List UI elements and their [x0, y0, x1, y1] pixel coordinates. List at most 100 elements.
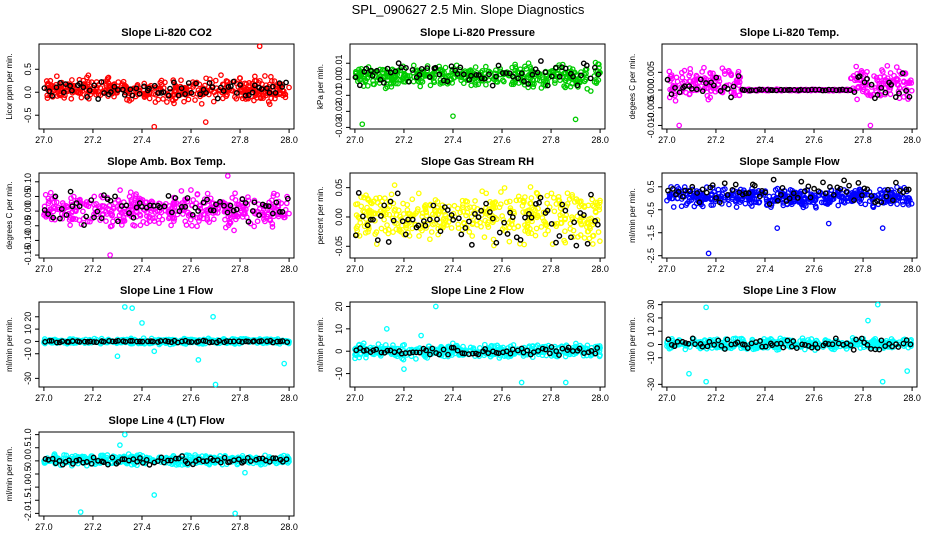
x-tick-label: 27.0	[346, 135, 364, 145]
data-point	[734, 196, 741, 203]
data-point	[227, 202, 234, 209]
data-point	[381, 202, 388, 209]
data-point	[665, 187, 671, 194]
x-tick-label: 27.2	[84, 135, 102, 145]
data-point	[230, 338, 237, 345]
data-point	[45, 211, 52, 217]
data-point	[544, 200, 551, 207]
data-point	[57, 215, 63, 222]
data-point	[256, 77, 263, 84]
data-point	[827, 184, 833, 190]
data-point	[527, 200, 533, 207]
data-point	[570, 227, 577, 234]
data-point	[367, 216, 374, 223]
data-point	[212, 381, 219, 388]
data-point	[48, 82, 55, 89]
data-point	[756, 193, 763, 200]
data-point	[859, 192, 865, 199]
data-point	[468, 72, 474, 79]
panel-title: Slope Line 4 (LT) Flow	[109, 415, 225, 427]
data-point	[525, 60, 532, 67]
data-point	[175, 92, 182, 99]
data-point	[733, 204, 740, 210]
data-point	[67, 82, 74, 89]
data-point	[432, 221, 438, 227]
data-point	[835, 202, 842, 209]
x-tick-label: 27.2	[707, 135, 725, 145]
data-point	[878, 199, 885, 206]
y-tick-label: 0.01	[334, 54, 344, 72]
data-point	[492, 67, 499, 74]
y-tick-label: 0.0	[23, 455, 33, 468]
data-point	[206, 339, 213, 346]
data-point	[210, 207, 217, 214]
data-point	[577, 218, 584, 225]
data-point	[686, 370, 692, 377]
data-point	[753, 199, 759, 206]
data-point	[482, 217, 489, 224]
data-point	[121, 304, 128, 310]
data-point	[444, 78, 451, 85]
data-point	[136, 90, 143, 97]
data-point	[356, 82, 363, 89]
data-point	[106, 338, 112, 344]
data-point	[190, 197, 197, 203]
data-point	[468, 82, 475, 89]
data-point	[548, 73, 555, 80]
data-point	[183, 222, 190, 228]
data-point	[878, 85, 885, 91]
data-point	[691, 203, 698, 210]
data-point	[365, 196, 372, 203]
x-tick-label: 27.4	[756, 264, 774, 274]
data-point	[273, 199, 280, 206]
data-point	[741, 87, 748, 94]
data-point	[703, 80, 709, 86]
data-point	[555, 193, 562, 200]
data-point	[703, 378, 709, 385]
data-point	[416, 71, 423, 78]
data-point	[474, 221, 480, 228]
data-point	[531, 81, 537, 88]
data-point	[687, 65, 694, 72]
data-point	[224, 91, 230, 98]
data-point	[115, 79, 122, 85]
y-tick-label: -10	[23, 347, 33, 360]
data-point	[69, 77, 75, 83]
data-point	[550, 194, 557, 201]
data-point	[411, 74, 418, 80]
x-tick-label: 27.6	[805, 135, 823, 145]
panel-title: Slope Amb. Box Temp.	[107, 156, 226, 168]
data-point	[591, 79, 598, 85]
data-point	[489, 215, 496, 222]
data-point	[222, 216, 228, 223]
data-point	[283, 79, 289, 86]
data-point	[182, 91, 188, 97]
data-point	[801, 87, 808, 93]
data-point	[703, 304, 709, 311]
data-point	[589, 233, 596, 239]
data-point	[441, 215, 447, 222]
data-point	[194, 223, 200, 230]
y-tick-label: 10	[334, 324, 344, 334]
data-point	[98, 215, 105, 222]
data-point	[475, 72, 482, 78]
x-tick-label: 27.0	[35, 264, 53, 274]
data-point	[184, 195, 191, 201]
data-point	[533, 225, 540, 232]
data-point	[506, 198, 513, 205]
data-point	[390, 76, 397, 83]
data-point	[137, 211, 143, 218]
panel-title: Slope Line 3 Flow	[743, 285, 836, 297]
y-tick-label: -0.03	[334, 117, 344, 138]
data-point	[729, 194, 736, 201]
y-axis-label: ml/min per min.	[5, 317, 14, 372]
data-point	[450, 113, 456, 120]
y-tick-label: 0.00	[334, 71, 344, 89]
data-point	[512, 61, 518, 68]
data-point	[165, 193, 172, 199]
data-point	[879, 225, 886, 231]
data-point	[855, 180, 862, 186]
data-point	[245, 218, 252, 225]
